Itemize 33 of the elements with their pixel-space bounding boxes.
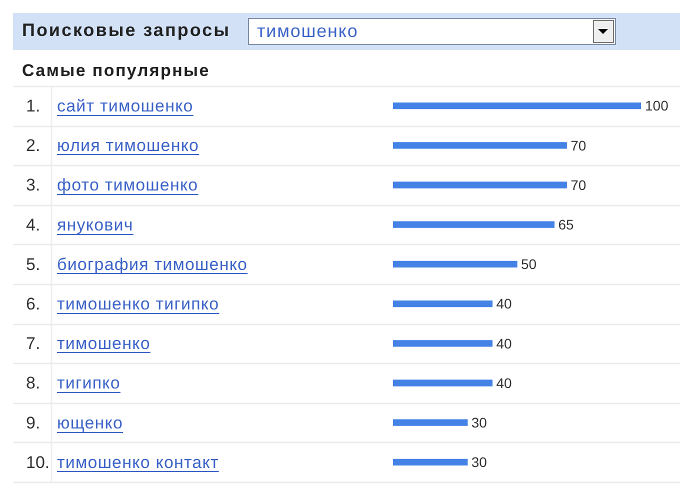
data-label: 30: [471, 414, 488, 430]
text: Самые популярные: [22, 61, 210, 81]
data-label: 40: [496, 374, 512, 391]
bar: [393, 458, 468, 466]
data-label: 65: [558, 216, 574, 232]
data-label: 50: [521, 256, 537, 272]
bar: [393, 102, 641, 110]
y-tick-label: 1. сайт тимошенко: [26, 96, 194, 116]
data-label: 30: [471, 454, 488, 470]
bar: [393, 142, 567, 149]
bar: [393, 300, 493, 308]
y-tick-label: 7. тимошенко: [26, 334, 150, 354]
bar: [393, 221, 555, 228]
data-label: 100: [645, 98, 669, 114]
y-tick-label: 6. тимошенко тигипко: [26, 294, 220, 314]
y-tick-label: 2. юлия тимошенко: [26, 136, 200, 156]
y-tick-label: 10. тимошенко контакт: [26, 452, 219, 472]
y-tick-label: 9. ющенко: [26, 413, 124, 432]
data-label: 70: [570, 176, 586, 193]
data-label: 70: [570, 137, 586, 154]
dropdown-field: тимошенко: [248, 18, 616, 45]
bar: [393, 419, 468, 426]
bar: [393, 340, 493, 347]
data-label: 40: [496, 335, 512, 352]
y-tick-label: 3. фото тимошенко: [26, 176, 198, 195]
bar: [393, 380, 493, 386]
text: Поисковые запросы: [22, 19, 230, 41]
y-tick-label: 4. янукович: [26, 215, 134, 234]
bar: [393, 260, 518, 268]
data-label: 40: [496, 296, 512, 312]
bar: [393, 182, 567, 188]
y-tick-label: 5. биография тимошенко: [26, 254, 248, 274]
y-tick-label: 8. тигипко: [26, 374, 120, 393]
